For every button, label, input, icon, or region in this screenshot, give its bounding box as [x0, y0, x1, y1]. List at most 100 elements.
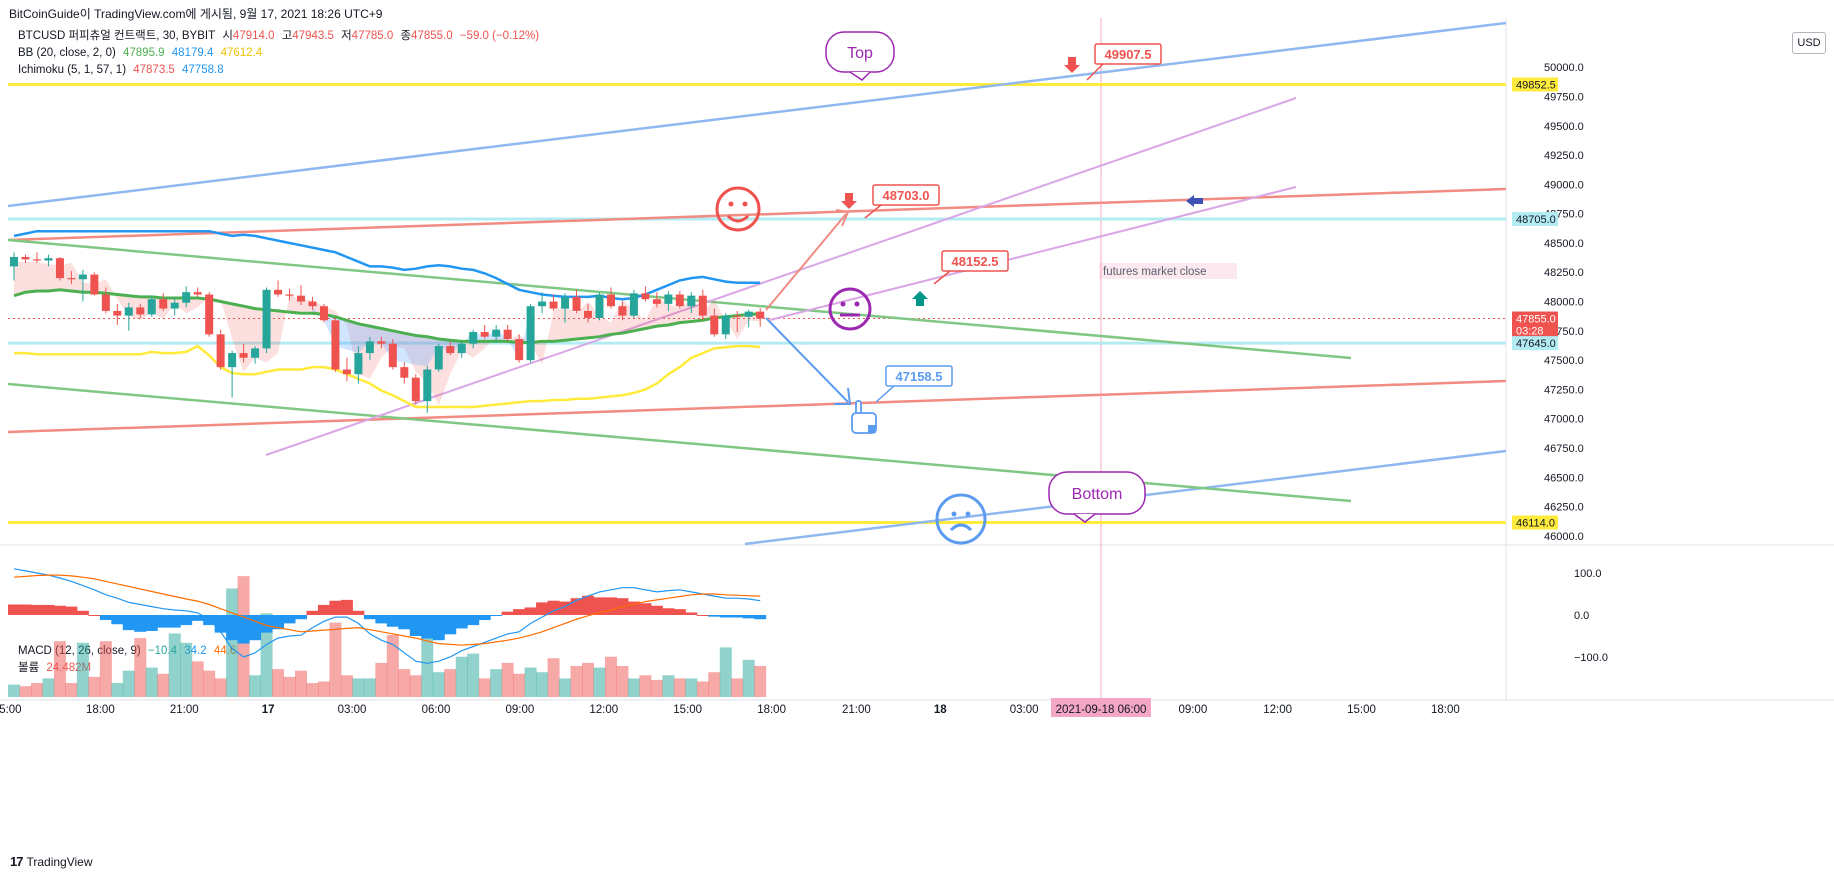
macd-hist-bar: [317, 604, 330, 615]
volume-bar: [582, 662, 594, 697]
time-tick-label: 12:00: [1263, 704, 1292, 716]
volume-bar: [639, 675, 652, 697]
macd-hist-bar: [593, 597, 606, 615]
macd-tick-label: 0.0: [1574, 610, 1589, 622]
volume-bar: [317, 681, 330, 697]
macd-hist-bar: [742, 615, 755, 619]
candle-body: [365, 341, 374, 354]
candle-body: [228, 353, 237, 368]
price-tick-label: 49500.0: [1544, 121, 1584, 133]
macd-hist-bar: [214, 615, 227, 633]
footer: 17 TradingView: [10, 854, 93, 869]
macd-lines: [13, 568, 761, 664]
candle: [423, 365, 432, 413]
price-tick-label: 49000.0: [1544, 179, 1584, 191]
candle-body: [469, 331, 478, 344]
candle: [457, 341, 466, 358]
currency-button[interactable]: USD: [1792, 32, 1826, 54]
candle: [90, 272, 99, 296]
macd-hist-bar: [19, 604, 32, 615]
price-tick-label: 49750.0: [1544, 92, 1584, 104]
macd-hist-bar: [76, 610, 89, 615]
macd-hist-bar: [30, 604, 43, 615]
candle: [124, 302, 133, 331]
volume-bar: [76, 642, 89, 697]
candle: [400, 362, 409, 384]
volume-bar: [122, 670, 135, 697]
legend-low-value: 47785.0: [351, 30, 394, 42]
macd-hist-bar: [283, 615, 296, 624]
legend-bb-upper: 48179.4: [171, 47, 214, 59]
legend-bb-basis: 47895.9: [123, 47, 165, 59]
candle: [147, 295, 156, 317]
legend-bb-label: BB (20, close, 2, 0): [18, 47, 116, 59]
price-badge-bg: [1512, 311, 1558, 338]
volume-bar: [352, 678, 365, 697]
bottom-bubble-label: Bottom: [1072, 486, 1123, 503]
ichimoku-cloud: [14, 261, 761, 406]
price-badge-label: 46114.0: [1516, 518, 1555, 530]
time-tick-label: 09:00: [505, 704, 534, 716]
volume-bar: [742, 659, 755, 697]
candle-body: [434, 346, 443, 370]
candle-body: [526, 306, 535, 361]
trend-blue-upper: [7, 21, 1507, 208]
candle: [365, 336, 374, 361]
candle-body: [629, 293, 638, 316]
neutral-face-icon-outline: [828, 287, 872, 331]
legend-bb-row[interactable]: BB (20, close, 2, 0) 47895.9 48179.4 476…: [18, 46, 266, 60]
chart-canvas[interactable]: 49907.5 48703.0 48152.5 47158.5 Top Bottom fut…: [0, 0, 1834, 850]
candle-body: [113, 310, 122, 316]
grid: [0, 18, 1834, 701]
price-badge-label: 47855.0: [1516, 314, 1556, 326]
footer-brand[interactable]: TradingView: [26, 854, 93, 869]
volume-bar: [249, 675, 262, 697]
macd-hist-bar: [650, 605, 663, 615]
legend-open-value: 47914.0: [232, 30, 275, 42]
macd-hist-bar: [352, 610, 365, 615]
candle-body: [446, 346, 455, 354]
macd-hist-bar: [8, 604, 20, 615]
time-tick-label: 15:00: [673, 704, 702, 716]
volume-bar: [662, 675, 675, 697]
target-callout-48152-box: [941, 250, 1009, 272]
candle: [285, 288, 294, 301]
candle-body: [388, 343, 397, 368]
volume-bar: [421, 625, 434, 697]
candle: [652, 292, 661, 308]
candle: [170, 298, 179, 316]
candle-body: [239, 353, 248, 358]
candle: [228, 350, 237, 398]
volume-bar: [616, 666, 629, 697]
volume-bar: [536, 672, 549, 697]
volume-bar: [490, 669, 503, 697]
candle-body: [354, 353, 363, 375]
volume-bar: [99, 641, 112, 697]
candle-body: [503, 329, 512, 340]
candle-body: [756, 311, 765, 319]
price-tick-label: 46500.0: [1544, 472, 1584, 484]
legend-symbol[interactable]: BTCUSD 퍼피츄얼 컨트랙트, 30, BYBIT: [18, 30, 216, 42]
macd-hist-bar: [501, 611, 514, 615]
price-tick-label: 46250.0: [1544, 502, 1584, 514]
arrow-down-icon: [841, 193, 857, 209]
legend-ichimoku-row[interactable]: Ichimoku (5, 1, 57, 1) 47873.5 47758.8: [18, 63, 228, 77]
candle: [446, 341, 455, 356]
candle: [698, 289, 707, 321]
volume-bar: [708, 672, 721, 697]
time-tick-label: 17: [262, 704, 275, 716]
candle: [354, 346, 363, 384]
legend-bb-lower: 47612.4: [220, 47, 263, 59]
trend-green-lower: [7, 382, 1352, 503]
volume-bar: [283, 676, 296, 697]
volume-bar: [88, 676, 101, 697]
volume-bar: [696, 681, 709, 697]
legend-symbol-row: BTCUSD 퍼피츄얼 컨트랙트, 30, BYBIT 시47914.0 고47…: [18, 29, 543, 43]
price-tick-label: 48500.0: [1544, 238, 1584, 250]
target-callout-49907: 49907.5: [1086, 43, 1162, 81]
annotations: 49907.5 48703.0 48152.5 47158.5 Top Bottom fut…: [715, 31, 1237, 545]
macd-signal-line: [13, 574, 761, 646]
volume-bar: [455, 656, 468, 697]
candle-body: [274, 289, 283, 295]
candle: [216, 329, 225, 370]
